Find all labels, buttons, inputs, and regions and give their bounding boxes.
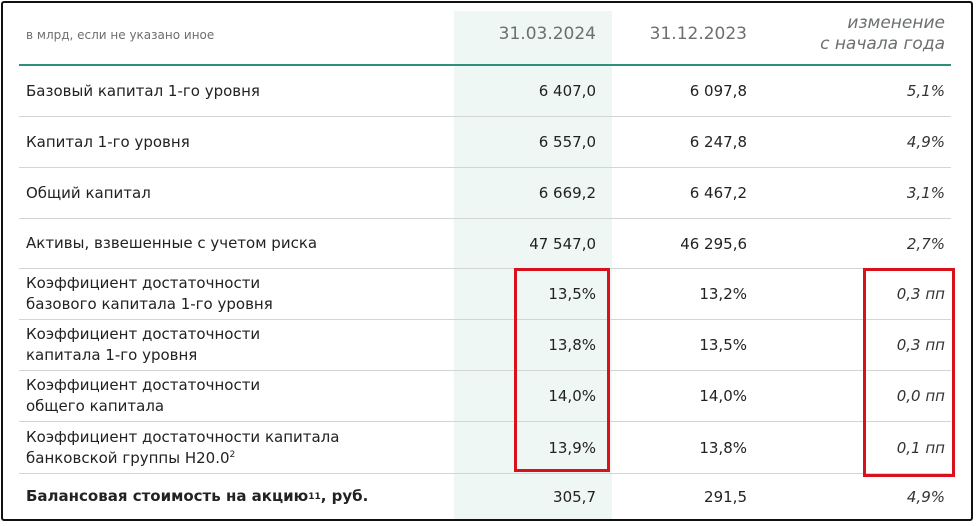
- column-header-change-line2: с начала года: [820, 33, 945, 54]
- table-row: Коэффициент достаточности капитала 1-го …: [19, 320, 951, 371]
- value-change: 5,1%: [906, 82, 945, 100]
- value-change: 0,1 пп: [896, 438, 945, 457]
- row-label: Коэффициент достаточности капитала 1-го …: [26, 320, 446, 370]
- table-row: Базовый капитал 1-го уровня 6 407,0 6 09…: [19, 66, 951, 117]
- annotation-highlight-box-ratios: [514, 268, 610, 472]
- value-change: 4,9%: [906, 133, 945, 151]
- value-change: 2,7%: [906, 234, 945, 253]
- value-31-03-2024: 14,0%: [548, 387, 596, 405]
- value-31-12-2023: 13,2%: [699, 285, 747, 303]
- value-31-03-2024: 6 557,0: [538, 133, 596, 151]
- value-31-03-2024: 13,8%: [548, 336, 596, 354]
- row-label: Коэффициент достаточности общего капитал…: [26, 371, 446, 421]
- row-label-line2: капитала 1-го уровня: [26, 346, 198, 364]
- value-31-12-2023: 46 295,6: [680, 234, 747, 253]
- value-31-12-2023: 13,8%: [699, 438, 747, 457]
- table-row: Общий капитал 6 669,2 6 467,2 3,1%: [19, 168, 951, 219]
- value-31-03-2024: 6 669,2: [538, 184, 596, 202]
- value-31-12-2023: 6 247,8: [689, 133, 747, 151]
- row-label-line2: банковской группы Н20.02: [26, 448, 236, 467]
- column-header-31-03-2024: 31.03.2024: [498, 23, 596, 44]
- row-label-line2: общего капитала: [26, 397, 165, 415]
- value-31-12-2023: 13,5%: [699, 336, 747, 354]
- value-change: 0,3 пп: [896, 336, 945, 354]
- row-label-line1: Коэффициент достаточности: [26, 376, 261, 394]
- units-note: в млрд, если не указано иное: [26, 28, 215, 42]
- row-label: Капитал 1-го уровня: [26, 132, 190, 151]
- value-change: 4,9%: [906, 487, 945, 506]
- value-change: 0,0 пп: [896, 387, 945, 405]
- table-header: в млрд, если не указано иное 31.03.2024 …: [19, 3, 951, 66]
- value-31-03-2024: 13,9%: [548, 438, 596, 457]
- row-label-line1: Коэффициент достаточности капитала: [26, 427, 340, 446]
- row-label-line1: Коэффициент достаточности: [26, 274, 261, 292]
- value-31-12-2023: 291,5: [704, 487, 747, 506]
- value-change: 3,1%: [906, 184, 945, 202]
- row-label: Коэффициент достаточности базового капит…: [26, 269, 446, 319]
- value-change: 0,3 пп: [896, 285, 945, 303]
- table-row: Коэффициент достаточности капитала банко…: [19, 422, 951, 474]
- value-31-12-2023: 6 097,8: [689, 82, 747, 100]
- table-row: Коэффициент достаточности базового капит…: [19, 269, 951, 320]
- column-header-change: изменение с начала года: [755, 3, 945, 64]
- value-31-03-2024: 6 407,0: [538, 82, 596, 100]
- column-header-change-line1: изменение: [847, 12, 945, 33]
- table-row: Балансовая стоимость на акцию 11, руб. 30…: [19, 474, 951, 519]
- row-label-line2: базового капитала 1-го уровня: [26, 295, 273, 313]
- table-row: Активы, взвешенные с учетом риска 47 547…: [19, 219, 951, 269]
- value-31-03-2024: 13,5%: [548, 285, 596, 303]
- row-label: Активы, взвешенные с учетом риска: [26, 234, 318, 252]
- value-31-12-2023: 6 467,2: [689, 184, 747, 202]
- value-31-03-2024: 305,7: [553, 487, 596, 506]
- row-label: Базовый капитал 1-го уровня: [26, 81, 260, 100]
- value-31-03-2024: 47 547,0: [529, 234, 596, 253]
- value-31-12-2023: 14,0%: [699, 387, 747, 405]
- annotation-highlight-box-changes: [863, 268, 955, 477]
- row-label: Коэффициент достаточности капитала банко…: [26, 422, 446, 473]
- table-row: Коэффициент достаточности общего капитал…: [19, 371, 951, 422]
- row-label: Балансовая стоимость на акцию 11, руб.: [26, 487, 369, 505]
- highlighted-column-background: [454, 11, 612, 519]
- row-label-line1: Коэффициент достаточности: [26, 325, 261, 343]
- table-row: Капитал 1-го уровня 6 557,0 6 247,8 4,9%: [19, 117, 951, 168]
- footnote-ref: 2: [229, 449, 236, 460]
- column-header-31-12-2023: 31.12.2023: [649, 23, 747, 44]
- row-label: Общий капитал: [26, 183, 151, 202]
